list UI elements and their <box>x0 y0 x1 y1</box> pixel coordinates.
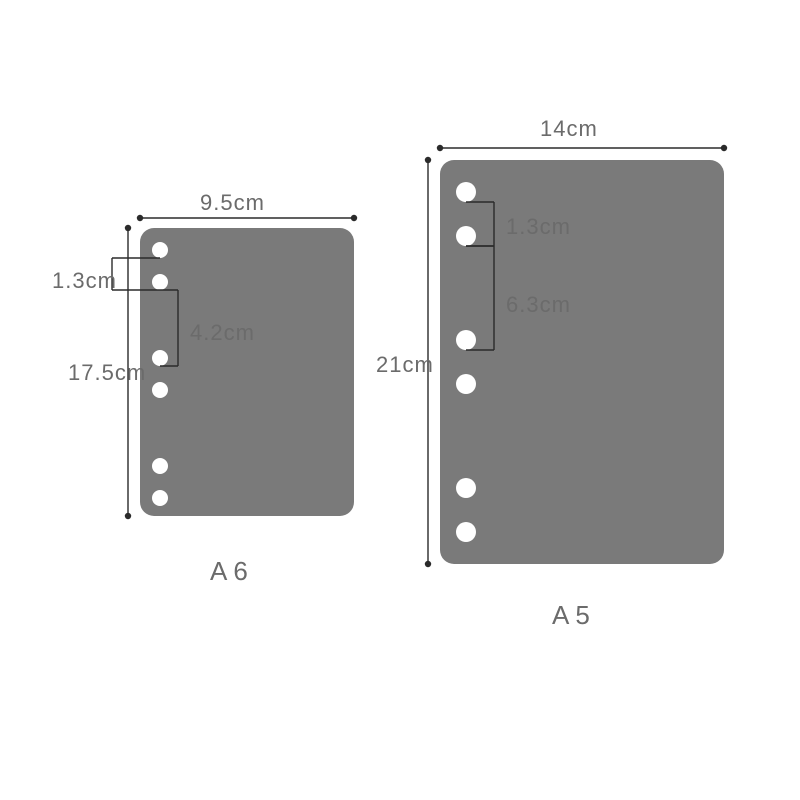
a5-height-label: 21cm <box>376 352 434 378</box>
a6-hole-2 <box>152 274 168 290</box>
a5-hole-6 <box>456 522 476 542</box>
a6-height-label: 17.5cm <box>68 360 146 386</box>
a6-hole-1 <box>152 242 168 258</box>
a6-sheet <box>140 228 354 516</box>
a5-hole-3 <box>456 330 476 350</box>
diagram-stage: 9.5cm 17.5cm 1.3cm 4.2cm A6 14cm 21cm 1.… <box>0 0 800 800</box>
a6-hole-4 <box>152 382 168 398</box>
a5-hole-4 <box>456 374 476 394</box>
a6-hole-3 <box>152 350 168 366</box>
a5-hole-5 <box>456 478 476 498</box>
a6-name-label: A6 <box>210 556 254 587</box>
a6-hole-6 <box>152 490 168 506</box>
a5-sheet <box>440 160 724 564</box>
a5-hole-2 <box>456 226 476 246</box>
a5-hole-gap-small-label: 1.3cm <box>506 214 571 240</box>
a5-hole-gap-large-label: 6.3cm <box>506 292 571 318</box>
a6-hole-5 <box>152 458 168 474</box>
a5-hole-1 <box>456 182 476 202</box>
a6-hole-gap-small-label: 1.3cm <box>52 268 117 294</box>
a6-hole-gap-large-label: 4.2cm <box>190 320 255 346</box>
a5-name-label: A5 <box>552 600 596 631</box>
a6-width-label: 9.5cm <box>200 190 265 216</box>
a5-width-label: 14cm <box>540 116 598 142</box>
